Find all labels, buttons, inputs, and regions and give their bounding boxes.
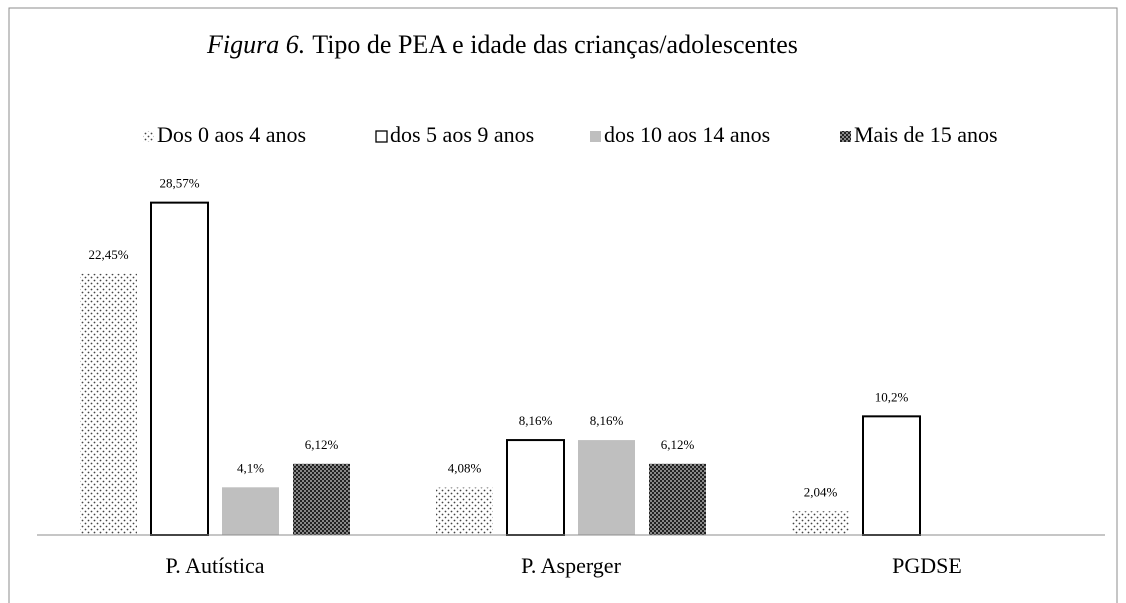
bar [649,463,706,535]
data-label: 10,2% [875,389,909,404]
bar [436,487,493,535]
bar [222,487,279,535]
legend-label: Dos 0 aos 4 anos [157,122,306,147]
bar [150,201,209,536]
legend-label: dos 5 aos 9 anos [390,122,534,147]
bar [506,439,565,536]
bar [293,463,350,535]
legend-marker [840,131,851,142]
chart-title: Figura 6. Tipo de PEA e idade das criança… [206,30,798,59]
data-label: 4,08% [448,461,482,476]
bar [80,273,137,535]
data-label: 22,45% [88,247,128,262]
data-label: 6,12% [661,437,695,452]
legend-label: Mais de 15 anos [854,122,998,147]
data-label: 28,57% [159,176,199,191]
bar [578,440,635,535]
frame [8,7,1118,603]
data-label: 8,16% [519,413,553,428]
x-tick-label: P. Autística [165,553,264,578]
x-tick-label: PGDSE [892,553,962,578]
title-text: Tipo de PEA e idade das crianças/adolesc… [312,30,798,59]
legend-marker [590,131,601,142]
data-label: 4,1% [237,460,264,475]
legend-marker [143,131,154,142]
data-label: 6,12% [305,437,339,452]
data-label: 8,16% [590,413,624,428]
data-label: 2,04% [804,484,838,499]
bar [792,511,849,535]
title-label: Figura 6. [206,30,305,59]
bar [862,415,921,536]
legend-label: dos 10 aos 14 anos [604,122,770,147]
x-tick-label: P. Asperger [521,553,621,578]
legend-marker [375,130,388,143]
